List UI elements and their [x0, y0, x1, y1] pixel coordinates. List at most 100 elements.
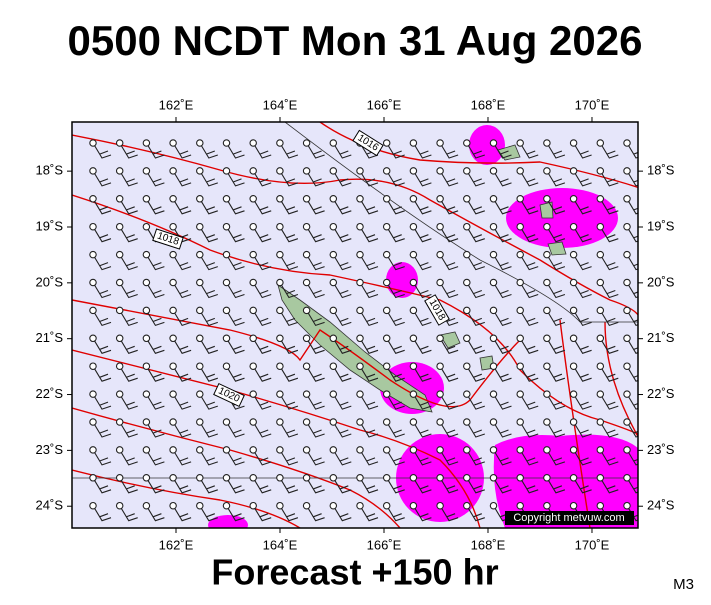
barb	[92, 254, 112, 271]
station	[115, 278, 124, 287]
barb	[199, 477, 218, 494]
barb	[439, 477, 459, 494]
station	[222, 446, 231, 454]
station	[543, 334, 551, 343]
station	[115, 222, 124, 231]
station	[516, 222, 524, 231]
barb	[199, 421, 218, 438]
barb	[546, 477, 566, 494]
station	[596, 250, 605, 259]
station	[409, 334, 418, 343]
barb	[546, 449, 566, 466]
station	[356, 446, 364, 454]
barb	[306, 421, 325, 438]
barb	[119, 170, 138, 187]
station	[623, 250, 631, 259]
barb	[199, 365, 218, 382]
barb	[332, 142, 352, 159]
barb	[172, 310, 192, 327]
station	[516, 474, 524, 482]
barb	[519, 310, 539, 327]
barb	[466, 393, 485, 410]
barb	[252, 449, 272, 466]
barb	[199, 282, 218, 299]
station	[543, 167, 551, 175]
barb	[119, 505, 138, 522]
barb	[279, 142, 299, 159]
barb	[626, 170, 638, 187]
station	[382, 278, 391, 287]
station	[222, 167, 231, 175]
station	[115, 334, 124, 343]
barb	[466, 198, 485, 215]
station	[302, 501, 311, 510]
barb	[199, 449, 218, 466]
lat-label: 22˚S	[36, 386, 64, 401]
station	[596, 167, 605, 175]
barb	[493, 449, 512, 466]
station	[436, 195, 444, 203]
barb	[306, 282, 325, 299]
station	[276, 195, 284, 203]
station	[463, 501, 471, 510]
station	[409, 250, 418, 259]
station	[543, 195, 551, 203]
barb	[546, 226, 566, 243]
barb	[519, 421, 539, 438]
barb	[252, 170, 272, 187]
barb	[626, 282, 638, 299]
barb	[226, 338, 245, 354]
barb	[386, 226, 405, 243]
barb	[226, 310, 245, 327]
barb	[493, 477, 512, 494]
barb	[599, 282, 619, 299]
barb	[439, 198, 459, 215]
station	[382, 390, 391, 398]
station	[356, 195, 364, 203]
barb	[119, 198, 138, 215]
station	[115, 474, 124, 482]
station	[596, 474, 605, 482]
station	[356, 390, 364, 398]
barb	[626, 505, 638, 522]
lat-label: 23˚S	[36, 442, 64, 457]
barb	[386, 282, 405, 299]
station	[596, 278, 605, 287]
barb	[119, 310, 138, 327]
barb	[412, 365, 432, 382]
islands	[277, 144, 567, 413]
station	[302, 139, 311, 147]
station	[516, 195, 524, 203]
station	[382, 167, 391, 175]
station	[436, 446, 444, 454]
station	[569, 446, 578, 454]
station	[169, 474, 177, 482]
station	[463, 139, 471, 147]
barb	[332, 365, 352, 382]
station	[169, 195, 177, 203]
station	[596, 446, 605, 454]
barb	[92, 282, 112, 299]
barb	[226, 365, 245, 382]
station	[115, 306, 124, 315]
barb	[599, 421, 619, 438]
station	[249, 278, 257, 287]
barb	[599, 226, 619, 243]
station	[463, 418, 471, 426]
station	[436, 222, 444, 231]
station	[596, 222, 605, 231]
station	[382, 474, 391, 482]
station	[196, 195, 204, 203]
station	[196, 446, 204, 454]
station	[222, 139, 231, 147]
station	[142, 390, 151, 398]
title: 0500 NCDT Mon 31 Aug 2026	[68, 17, 643, 64]
barb	[172, 365, 192, 382]
station	[382, 250, 391, 259]
barb	[599, 170, 619, 187]
barb	[172, 449, 192, 466]
station	[249, 501, 257, 510]
station	[196, 222, 204, 231]
station	[222, 278, 231, 287]
station	[89, 474, 97, 482]
